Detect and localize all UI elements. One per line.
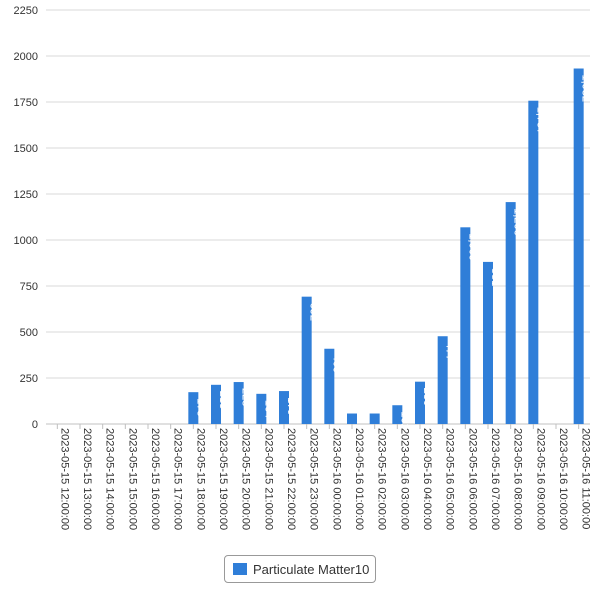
x-tick-label: 2023-05-15 14:00:00: [104, 428, 116, 530]
grid-lines: [46, 9, 590, 425]
bars: 173 213 228 164 179 692 409 102 230 477 1,069 881 1,…: [188, 68, 592, 430]
data-label: 1,932: [580, 75, 592, 103]
y-tick-label: 1000: [14, 235, 38, 247]
x-tick-label: 2023-05-15 22:00:00: [285, 428, 297, 530]
x-tick-label: 2023-05-16 02:00:00: [376, 428, 388, 530]
bar[interactable]: [415, 381, 425, 424]
x-tick-label: 2023-05-16 03:00:00: [398, 428, 410, 530]
legend[interactable]: Particulate Matter10: [224, 555, 376, 583]
x-tick-label: 2023-05-16 00:00:00: [330, 428, 342, 530]
x-tick-label: 2023-05-15 19:00:00: [217, 428, 229, 530]
bar[interactable]: [279, 391, 289, 424]
data-label: 164: [262, 400, 274, 418]
x-tick-label: 2023-05-16 11:00:00: [580, 428, 592, 529]
data-label: 228: [240, 388, 252, 406]
y-tick-label: 2250: [14, 5, 38, 17]
bar[interactable]: [483, 261, 493, 424]
x-tick-label: 2023-05-16 09:00:00: [534, 428, 546, 530]
y-tick-label: 750: [20, 281, 38, 293]
x-tick-label: 2023-05-15 13:00:00: [81, 428, 93, 530]
y-axis: 0 250 500 750 1000 1250 1500 1750 2000 2250: [14, 5, 38, 431]
x-tick-label: 2023-05-15 12:00:00: [58, 428, 70, 530]
data-label: 213: [217, 391, 229, 409]
legend-series-name: Particulate Matter10: [253, 561, 370, 577]
y-tick-label: 1500: [14, 143, 38, 155]
data-label: 692: [308, 303, 320, 321]
bar[interactable]: [188, 392, 199, 424]
x-tick-label: 2023-05-16 06:00:00: [466, 428, 478, 530]
data-label: 881: [489, 268, 501, 286]
data-label: 179: [285, 397, 297, 415]
bar[interactable]: [369, 413, 380, 424]
data-label: 1,069: [466, 233, 478, 261]
x-tick-label: 2023-05-15 23:00:00: [308, 428, 320, 530]
x-tick-label: 2023-05-15 17:00:00: [172, 428, 184, 530]
x-tick-label: 2023-05-15 15:00:00: [126, 428, 138, 530]
x-tick-label: 2023-05-16 01:00:00: [353, 428, 365, 530]
data-label: 102: [398, 411, 410, 429]
x-tick-label: 2023-05-15 16:00:00: [149, 428, 161, 530]
bar[interactable]: [460, 227, 471, 424]
x-tick-label: 2023-05-15 20:00:00: [240, 428, 252, 530]
data-label: 230: [421, 388, 433, 406]
data-label: 409: [330, 355, 342, 373]
bar[interactable]: [347, 413, 357, 424]
y-tick-label: 1250: [14, 189, 38, 201]
data-label: 173: [194, 398, 206, 416]
y-tick-label: 500: [20, 327, 38, 339]
bar[interactable]: [324, 348, 335, 424]
data-label: 1,757: [534, 107, 546, 135]
bar[interactable]: [505, 202, 516, 424]
y-tick-label: 2000: [14, 51, 38, 63]
bar[interactable]: [392, 405, 403, 424]
bar[interactable]: [528, 100, 539, 424]
x-tick-label: 2023-05-16 08:00:00: [512, 428, 524, 530]
x-tick-label: 2023-05-15 21:00:00: [262, 428, 274, 530]
y-tick-label: 1750: [14, 97, 38, 109]
bar[interactable]: [211, 384, 221, 424]
bar[interactable]: [301, 296, 312, 424]
x-tick-label: 2023-05-15 18:00:00: [194, 428, 206, 530]
x-tick-label: 2023-05-16 10:00:00: [557, 428, 569, 530]
bar[interactable]: [437, 336, 448, 424]
legend-swatch: [233, 563, 247, 575]
data-label: 477: [444, 342, 456, 360]
bar[interactable]: [573, 68, 584, 425]
x-tick-label: 2023-05-16 04:00:00: [421, 428, 433, 530]
x-axis: 2023-05-15 12:00:00 2023-05-15 13:00:00 20…: [56, 424, 592, 530]
x-tick-label: 2023-05-16 07:00:00: [489, 428, 501, 530]
y-tick-label: 0: [32, 419, 38, 431]
y-tick-label: 250: [20, 373, 38, 385]
bar[interactable]: [256, 393, 267, 424]
x-tick-label: 2023-05-16 05:00:00: [444, 428, 456, 530]
data-label: 1,206: [512, 208, 524, 236]
bar[interactable]: [233, 382, 244, 424]
